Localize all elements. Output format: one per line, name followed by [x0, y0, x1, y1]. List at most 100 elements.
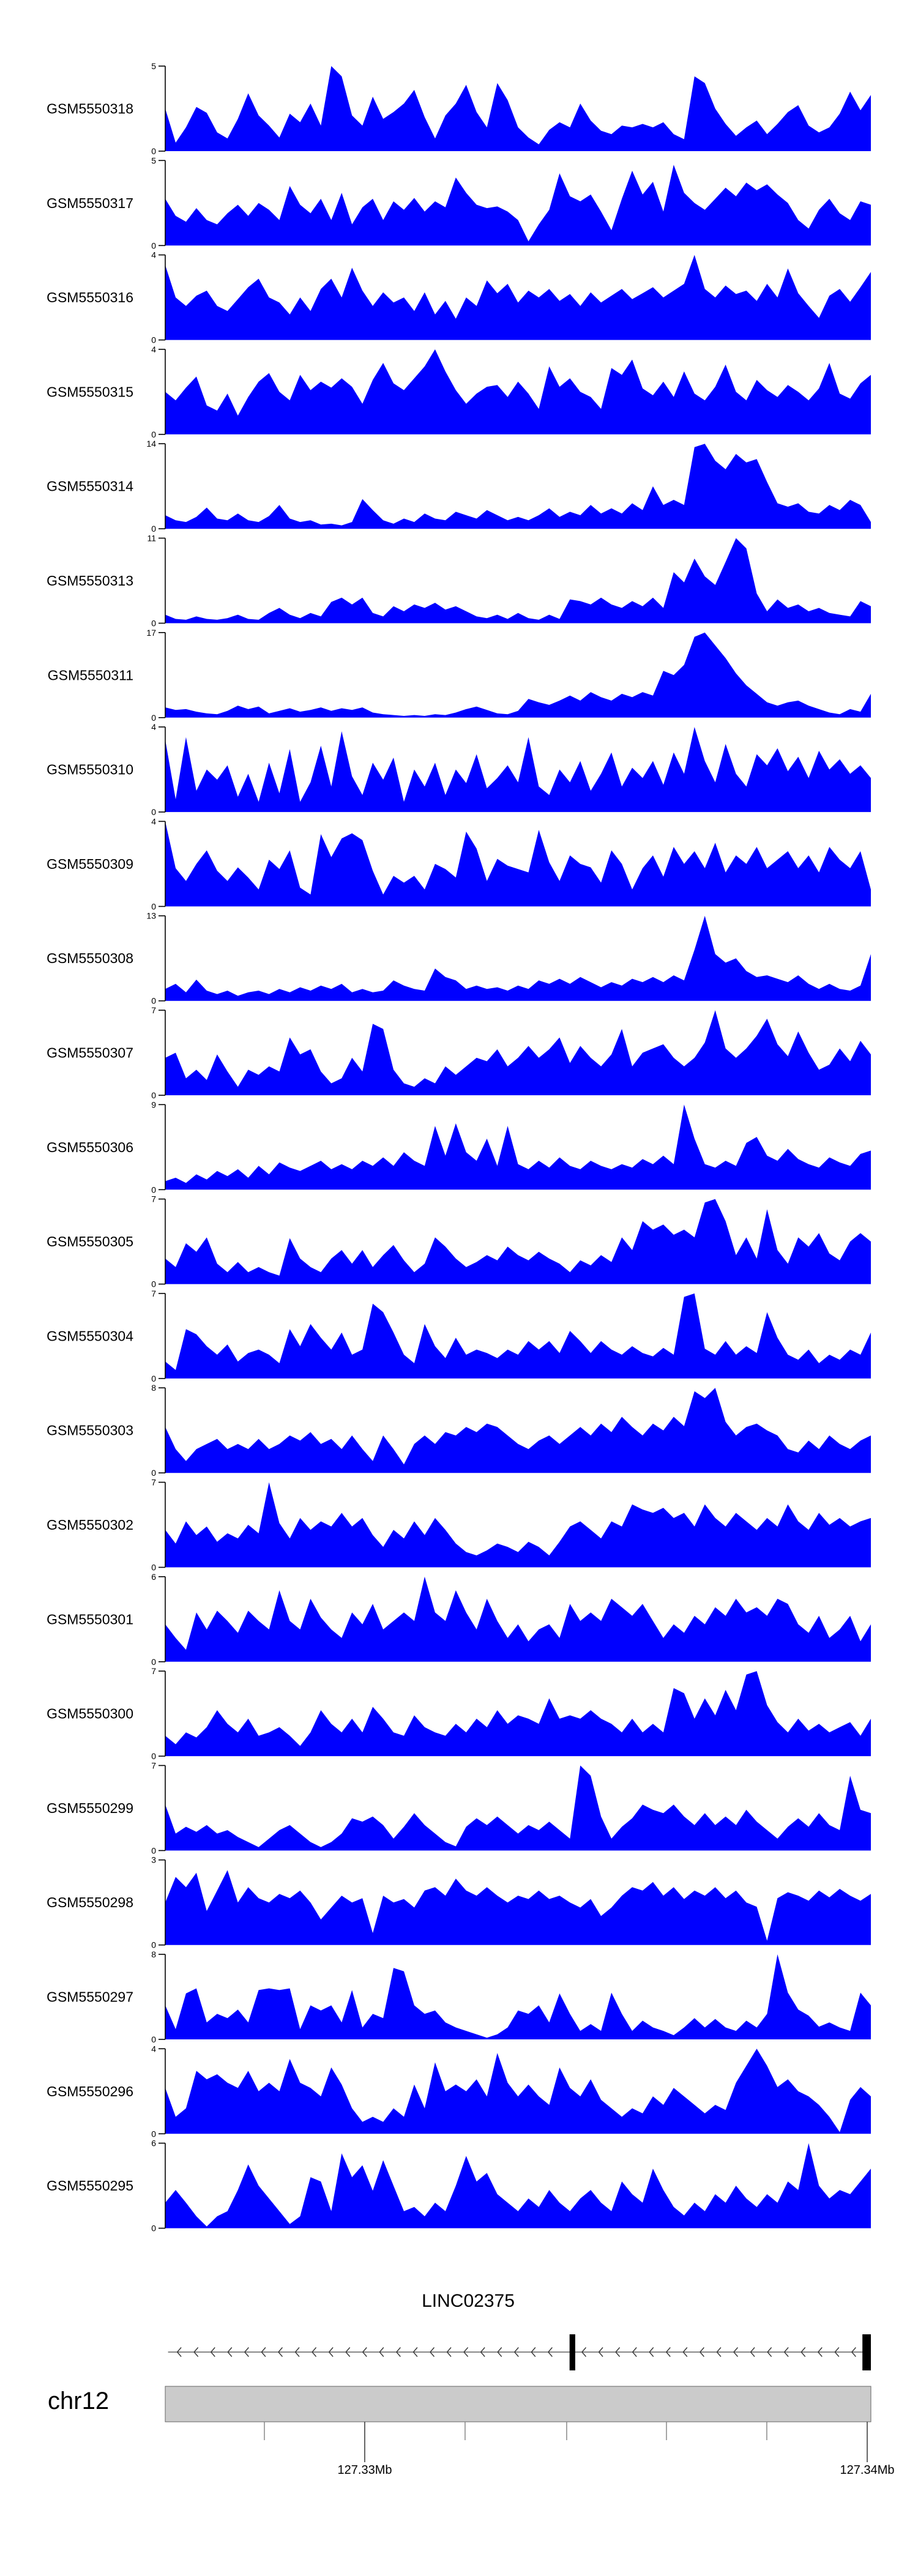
y-axis-min-label: 0: [151, 2224, 156, 2233]
strand-chevron: [666, 2351, 671, 2357]
strand-chevron: [294, 2347, 300, 2353]
strand-chevron: [800, 2351, 806, 2357]
strand-chevron: [480, 2351, 485, 2357]
track-label: GSM5550318: [47, 101, 133, 117]
strand-chevron: [531, 2347, 536, 2353]
track-label: GSM5550296: [47, 2083, 133, 2099]
track-label: GSM5550311: [48, 667, 133, 683]
y-axis-min-label: 0: [151, 1845, 156, 1855]
y-axis-min-label: 0: [151, 1279, 156, 1289]
y-axis-min-label: 0: [151, 430, 156, 439]
strand-chevron: [227, 2351, 233, 2357]
strand-chevron: [278, 2351, 283, 2357]
coverage-area: [165, 632, 871, 718]
strand-chevron: [497, 2347, 502, 2353]
y-axis-min-label: 0: [151, 1185, 156, 1194]
y-axis-max-label: 6: [151, 2139, 156, 2148]
gene-name-label: LINC02375: [422, 2291, 515, 2311]
coverage-track-GSM5550307: 7 0 GSM5550307: [47, 1005, 871, 1100]
coverage-area: [165, 538, 871, 624]
gene-exon-2: [862, 2334, 871, 2370]
y-axis-max-label: 6: [151, 1572, 156, 1582]
y-axis-max-label: 4: [151, 2044, 156, 2053]
strand-chevron: [767, 2347, 772, 2353]
strand-chevron: [312, 2351, 317, 2357]
strand-chevron: [818, 2351, 823, 2357]
strand-chevron: [412, 2347, 418, 2353]
track-label: GSM5550310: [47, 762, 133, 778]
y-axis-max-label: 4: [151, 816, 156, 826]
strand-chevron: [599, 2351, 603, 2357]
strand-chevron: [430, 2351, 435, 2357]
strand-chevron: [463, 2351, 469, 2357]
coverage-track-GSM5550295: 6 0 GSM5550295: [47, 2139, 871, 2233]
coverage-track-GSM5550300: 7 0 GSM5550300: [47, 1666, 871, 1761]
axis-tick-label-127-34mb: 127.34Mb: [840, 2463, 895, 2477]
strand-chevron: [497, 2351, 502, 2357]
y-axis-max-label: 8: [151, 1383, 156, 1393]
y-axis-min-label: 0: [151, 240, 156, 250]
gene-model-track: [168, 2334, 871, 2370]
strand-chevron: [800, 2347, 806, 2353]
track-label: GSM5550304: [47, 1328, 133, 1344]
strand-chevron: [211, 2347, 215, 2353]
coverage-area: [165, 821, 871, 907]
y-axis-min-label: 0: [151, 1468, 156, 1478]
strand-chevron: [851, 2351, 856, 2357]
coverage-area: [165, 1671, 871, 1757]
coverage-track-GSM5550304: 7 0 GSM5550304: [47, 1289, 871, 1383]
coverage-area: [165, 1765, 871, 1851]
y-axis-min-label: 0: [151, 2034, 156, 2044]
strand-chevron: [851, 2347, 856, 2353]
track-label: GSM5550300: [47, 1706, 133, 1722]
strand-chevron: [412, 2351, 418, 2357]
strand-chevron: [716, 2347, 722, 2353]
strand-chevron: [312, 2347, 317, 2353]
coverage-track-GSM5550297: 8 0 GSM5550297: [47, 1949, 871, 2044]
y-axis-max-label: 7: [151, 1666, 156, 1676]
y-axis-max-label: 11: [147, 534, 156, 543]
strand-chevron: [834, 2347, 840, 2353]
y-axis-max-label: 17: [146, 628, 156, 638]
track-label: GSM5550302: [47, 1517, 133, 1533]
y-axis-max-label: 14: [146, 439, 156, 449]
y-axis-min-label: 0: [151, 713, 156, 723]
strand-chevron: [244, 2347, 249, 2353]
coverage-area: [165, 1388, 871, 1473]
y-axis-max-label: 8: [151, 1949, 156, 1959]
y-axis-max-label: 7: [151, 1478, 156, 1487]
strand-chevron: [396, 2347, 401, 2353]
coverage-area: [165, 1482, 871, 1568]
strand-chevron: [581, 2351, 587, 2357]
coverage-track-GSM5550305: 7 0 GSM5550305: [47, 1194, 871, 1289]
chromosome-name-label: chr12: [48, 2388, 110, 2414]
strand-chevron: [750, 2347, 755, 2353]
coverage-area: [165, 1199, 871, 1284]
strand-chevron: [632, 2347, 637, 2353]
strand-chevron: [632, 2351, 637, 2357]
y-axis-max-label: 7: [151, 1194, 156, 1204]
y-axis-max-label: 4: [151, 250, 156, 260]
coverage-track-GSM5550315: 4 0 GSM5550315: [47, 344, 871, 439]
coverage-area: [165, 255, 871, 340]
strand-chevron: [227, 2347, 233, 2353]
strand-chevron: [177, 2351, 182, 2357]
coverage-track-GSM5550314: 14 0 GSM5550314: [47, 439, 871, 534]
strand-chevron: [733, 2347, 739, 2353]
coverage-track-GSM5550302: 7 0 GSM5550302: [47, 1478, 871, 1573]
track-label: GSM5550295: [47, 2178, 133, 2194]
coverage-area: [165, 66, 871, 151]
track-label: GSM5550301: [47, 1611, 133, 1627]
strand-chevron: [649, 2351, 654, 2357]
strand-chevron: [548, 2347, 553, 2353]
strand-chevron: [193, 2351, 199, 2357]
coverage-track-GSM5550298: 3 0 GSM5550298: [47, 1855, 871, 1950]
coverage-area: [165, 165, 871, 246]
track-label: GSM5550306: [47, 1139, 133, 1155]
strand-chevron: [767, 2351, 772, 2357]
coverage-track-GSM5550301: 6 0 GSM5550301: [47, 1572, 871, 1667]
track-label: GSM5550299: [47, 1800, 133, 1816]
coverage-track-GSM5550313: 11 0 GSM5550313: [47, 534, 871, 628]
coverage-area: [165, 2049, 871, 2134]
